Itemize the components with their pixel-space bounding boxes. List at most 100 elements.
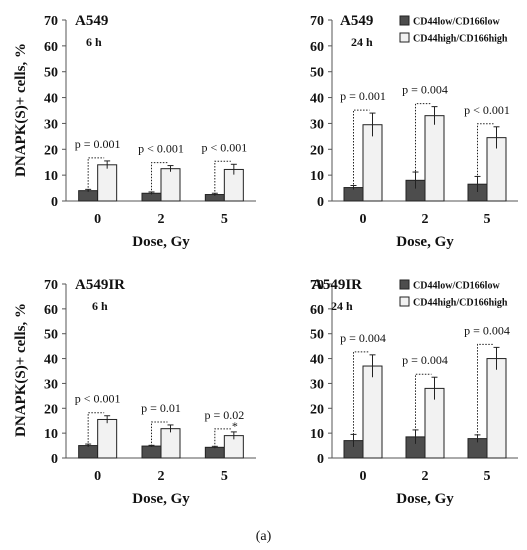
p-value-label: p = 0.004 [402,353,448,367]
p-value-label: p = 0.001 [340,89,386,103]
y-tick-label: 70 [44,14,58,29]
legend-label: CD44low/CD166low [413,281,500,292]
y-tick-label: 60 [44,40,58,55]
y-tick-label: 70 [310,278,324,293]
y-tick-label: 20 [310,143,324,158]
figure-caption: (a) [256,529,272,544]
y-tick-label: 30 [310,117,324,132]
bar-cd44high-cd166high [160,428,181,459]
x-tick-label: 5 [484,469,491,484]
significance-bracket [415,103,432,181]
y-tick-label: 20 [44,402,58,417]
y-tick-label: 50 [310,328,324,343]
significance-star: * [232,419,238,433]
y-tick-label: 20 [310,402,324,417]
legend-swatch [399,279,410,290]
significance-bracket [87,412,105,446]
x-axis-title: Dose, Gy [132,234,190,250]
legend-swatch [399,15,410,26]
panel-title: A549IR [312,277,362,293]
x-tick-label: 0 [94,469,101,484]
legend-swatch [399,32,410,43]
legend-label: CD44high/CD166high [413,298,508,309]
y-tick-label: 30 [44,377,58,392]
significance-bracket [87,157,105,191]
chart-panel: 0 10 20 30 40 50 60 70 0 p < 0.001 2 p = 0.01 5 p = 0… [13,277,256,507]
y-tick-label: 0 [317,452,324,467]
bar-cd44high-cd166high [160,168,181,202]
bar-cd44low-cd166low [204,446,225,459]
bar-cd44high-cd166high [362,365,383,459]
significance-bracket [353,109,370,188]
panel-subtitle: 24 h [351,35,373,49]
chart-panel: 0 10 20 30 40 50 60 70 0 p = 0.004 2 p = 0.004 5 p = … [310,277,518,507]
bar-cd44low-cd166low [78,190,99,202]
p-value-label: p < 0.001 [464,103,510,117]
bar-cd44high-cd166high [486,358,507,459]
significance-bracket [151,162,168,194]
y-tick-label: 10 [44,427,58,442]
y-tick-label: 40 [44,92,58,107]
y-tick-label: 40 [310,353,324,368]
y-tick-label: 10 [310,169,324,184]
panel-subtitle: 24 h [331,299,353,313]
y-tick-label: 60 [310,303,324,318]
y-tick-label: 0 [51,452,58,467]
panel-subtitle: 6 h [86,35,102,49]
panel-title: A549 [75,13,108,29]
x-axis-title: Dose, Gy [396,491,454,507]
significance-bracket [415,373,432,437]
x-tick-label: 0 [94,212,101,227]
significance-bracket [477,343,494,439]
x-tick-label: 0 [360,469,367,484]
x-tick-label: 5 [221,469,228,484]
bar-cd44high-cd166high [97,418,118,459]
panel-subtitle: 6 h [92,299,108,313]
y-tick-label: 40 [310,92,324,107]
p-value-label: p = 0.004 [402,83,448,97]
x-tick-label: 5 [221,212,228,227]
panel-title: A549 [340,13,373,29]
y-axis-title: DNAPK(S)+ cells, % [13,43,29,177]
y-tick-label: 70 [310,14,324,29]
y-tick-label: 10 [44,169,58,184]
legend-label: CD44high/CD166high [413,34,508,45]
p-value-label: p = 0.004 [464,323,510,337]
y-tick-label: 60 [44,303,58,318]
bar-cd44low-cd166low [141,445,162,459]
y-tick-label: 50 [310,66,324,81]
y-tick-label: 10 [310,427,324,442]
p-value-label: p < 0.001 [201,140,247,154]
y-tick-label: 0 [51,195,58,210]
p-value-label: p = 0.001 [75,137,121,151]
p-value-label: p < 0.001 [75,392,121,406]
y-tick-label: 30 [310,377,324,392]
legend-label: CD44low/CD166low [413,17,500,28]
y-tick-label: 50 [44,66,58,81]
significance-bracket [151,421,168,447]
p-value-label: p = 0.004 [340,331,386,345]
x-tick-label: 2 [158,212,165,227]
y-tick-label: 50 [44,328,58,343]
y-axis-title: DNAPK(S)+ cells, % [13,303,29,437]
x-tick-label: 2 [158,469,165,484]
significance-bracket [214,160,231,195]
x-tick-label: 2 [422,212,429,227]
y-tick-label: 30 [44,117,58,132]
significance-bracket [214,428,231,448]
x-tick-label: 2 [422,469,429,484]
chart-panel: 0 10 20 30 40 50 60 70 0 p = 0.001 2 p < 0.001 5 p < … [13,13,256,250]
bar-cd44high-cd166high [424,115,445,202]
significance-bracket [477,123,494,185]
significance-bracket [353,351,370,441]
y-tick-label: 70 [44,278,58,293]
legend-swatch [399,296,410,307]
x-tick-label: 0 [360,212,367,227]
y-tick-label: 40 [44,353,58,368]
x-tick-label: 5 [484,212,491,227]
p-value-label: p < 0.001 [138,142,184,156]
p-value-label: p = 0.02 [204,408,244,422]
x-axis-title: Dose, Gy [396,234,454,250]
